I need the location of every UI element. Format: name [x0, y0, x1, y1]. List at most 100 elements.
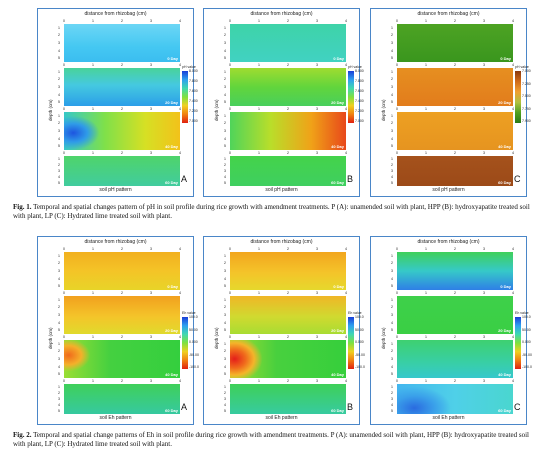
- y-tick-label: 3: [224, 129, 226, 133]
- x-tick-label: 2: [121, 19, 123, 23]
- y-tick-label: 4: [391, 92, 393, 97]
- legend-tick-label: -50.00: [189, 352, 199, 357]
- x-tick-label: 0: [63, 107, 65, 111]
- y-tick-label: 2: [391, 121, 393, 126]
- depth-axis-label: depth (cm): [214, 327, 219, 349]
- panel-letter: A: [181, 402, 188, 412]
- y-tick-label: 1: [391, 25, 393, 30]
- x-tick-label: 3: [150, 247, 152, 251]
- x-tick-label: 1: [258, 247, 260, 251]
- y-axis-ticks: 1 2 3 4 5: [224, 340, 229, 378]
- x-tick-label: 1: [92, 335, 94, 339]
- panel-header: distance from rhizobag (cm): [250, 11, 313, 17]
- y-tick-label: 3: [224, 397, 226, 401]
- caption-text: Temporal and spatial change patterns of …: [13, 431, 529, 448]
- x-tick-label: 0: [63, 335, 65, 339]
- day-label: 0 Day: [333, 56, 344, 61]
- x-tick-label: 4: [512, 19, 514, 23]
- day-label: 60 Day: [498, 408, 511, 413]
- figure2-panel-a: distance from rhizobag (cm) depth (cm) 0…: [37, 236, 199, 425]
- day-label: 20 Day: [331, 328, 344, 333]
- x-tick-label: 4: [345, 379, 347, 383]
- y-tick-label: 1: [391, 157, 393, 161]
- y-tick-label: 2: [58, 305, 60, 310]
- legend-tick-label: 7.800: [355, 79, 364, 83]
- y-tick-label: 5: [224, 409, 226, 413]
- y-tick-label: 1: [224, 157, 226, 161]
- x-tick-label: 1: [92, 107, 94, 111]
- x-tick-label: 3: [150, 151, 152, 155]
- y-tick-label: 1: [391, 113, 393, 118]
- y-tick-label: 4: [58, 320, 60, 325]
- day-label: 40 Day: [165, 372, 178, 377]
- panel-footer: soil pH pattern: [99, 187, 132, 193]
- y-tick-label: 3: [391, 397, 393, 401]
- y-tick-label: 1: [391, 297, 393, 302]
- y-tick-label: 5: [224, 100, 226, 105]
- y-tick-label: 1: [58, 341, 60, 346]
- y-tick-label: 4: [391, 364, 393, 369]
- y-tick-label: 2: [391, 77, 393, 82]
- day-label: 0 Day: [500, 284, 511, 289]
- y-tick-label: 5: [58, 144, 60, 149]
- x-tick-label: 2: [454, 291, 456, 295]
- legend-tick-label: -50.00: [355, 352, 365, 357]
- y-axis-ticks: 1 2 3 4 5: [391, 252, 396, 290]
- x-tick-label: 3: [316, 19, 318, 23]
- y-tick-label: 3: [391, 129, 393, 133]
- x-tick-label: 3: [150, 19, 152, 23]
- day-label: 20 Day: [165, 100, 178, 105]
- x-tick-label: 1: [92, 63, 94, 67]
- x-tick-label: 3: [316, 379, 318, 383]
- day-label: 60 Day: [165, 180, 178, 185]
- y-tick-label: 5: [58, 100, 60, 105]
- figure2-panel-b: distance from rhizobag (cm) depth (cm) 0…: [203, 236, 365, 425]
- y-tick-label: 2: [224, 33, 226, 38]
- x-tick-label: 2: [454, 151, 456, 155]
- x-tick-label: 1: [258, 107, 260, 111]
- legend-tick-label: 7.200: [189, 109, 198, 113]
- legend-tick-label: 7.600: [189, 89, 198, 93]
- x-tick-label: 0: [396, 107, 398, 111]
- y-tick-label: 5: [391, 284, 393, 289]
- x-tick-label: 4: [179, 19, 181, 23]
- x-tick-label: 4: [179, 151, 181, 155]
- y-axis-ticks: 1 2 3 4 5: [58, 384, 63, 414]
- y-tick-label: 1: [58, 25, 60, 30]
- x-tick-label: 2: [121, 107, 123, 111]
- y-tick-label: 2: [224, 305, 226, 310]
- day-label: 0 Day: [167, 56, 178, 61]
- legend-tick-label: 7.000: [189, 119, 198, 123]
- x-tick-label: 4: [345, 335, 347, 339]
- x-tick-label: 3: [316, 247, 318, 251]
- x-tick-label: 4: [179, 107, 181, 111]
- legend-tick-label: 0.000: [522, 340, 531, 344]
- y-tick-label: 2: [58, 121, 60, 126]
- y-axis-ticks: 1 2 3 4 5: [224, 156, 229, 186]
- y-tick-label: 4: [224, 136, 226, 141]
- x-tick-label: 4: [179, 63, 181, 67]
- y-tick-label: 4: [58, 175, 60, 179]
- y-tick-label: 5: [224, 56, 226, 61]
- y-tick-label: 1: [58, 113, 60, 118]
- depth-axis-label: depth (cm): [48, 99, 53, 121]
- y-tick-label: 3: [391, 85, 393, 89]
- panel-letter: B: [347, 402, 354, 412]
- y-tick-label: 2: [58, 33, 60, 38]
- x-tick-label: 4: [512, 247, 514, 251]
- x-tick-label: 4: [345, 63, 347, 67]
- legend-title: Eh value: [515, 311, 529, 315]
- x-tick-label: 0: [63, 247, 65, 251]
- x-tick-label: 1: [425, 63, 427, 67]
- y-tick-label: 4: [224, 92, 226, 97]
